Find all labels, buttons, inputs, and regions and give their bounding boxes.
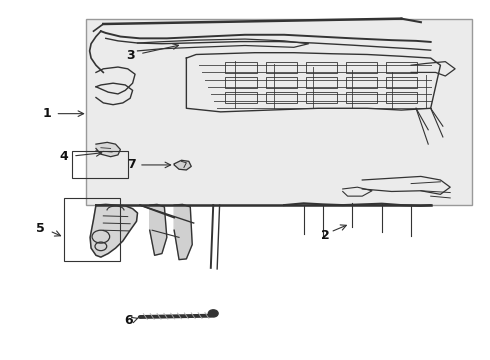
Bar: [306, 77, 337, 88]
Bar: [225, 92, 257, 103]
Circle shape: [208, 310, 218, 317]
Polygon shape: [96, 142, 121, 157]
Text: 6: 6: [124, 314, 133, 327]
Bar: [86, 19, 472, 205]
Bar: [72, 151, 128, 178]
Text: 5: 5: [36, 222, 45, 235]
Polygon shape: [90, 204, 138, 257]
Bar: [225, 62, 257, 73]
Text: 4: 4: [60, 150, 69, 163]
Polygon shape: [174, 160, 191, 170]
Bar: [345, 92, 377, 103]
Bar: [266, 92, 297, 103]
Bar: [386, 92, 417, 103]
Bar: [386, 77, 417, 88]
Bar: [266, 77, 297, 88]
Bar: [345, 62, 377, 73]
Text: 2: 2: [321, 229, 330, 242]
Bar: [306, 62, 337, 73]
Polygon shape: [150, 204, 167, 255]
Bar: [386, 62, 417, 73]
Polygon shape: [174, 204, 192, 260]
Text: 3: 3: [126, 49, 134, 62]
Bar: [64, 198, 121, 261]
Bar: [306, 92, 337, 103]
Bar: [225, 77, 257, 88]
Text: 7: 7: [127, 158, 136, 171]
Text: 1: 1: [43, 107, 51, 120]
Bar: [345, 77, 377, 88]
Bar: [266, 62, 297, 73]
